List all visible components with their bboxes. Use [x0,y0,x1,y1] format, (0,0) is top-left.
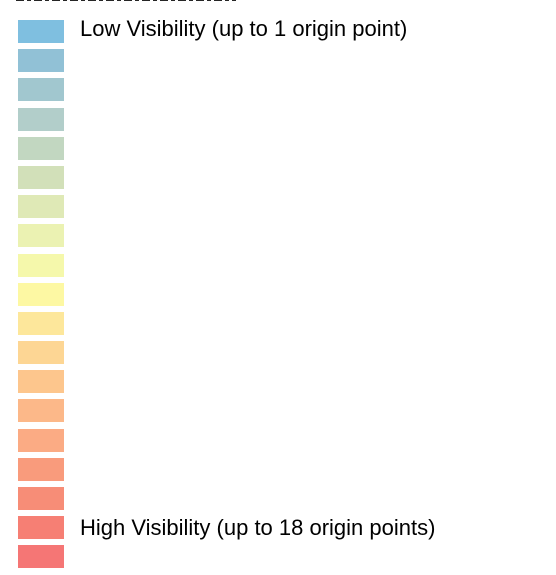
legend-swatch-16 [18,457,64,481]
cropped-title-fragment [16,0,236,4]
legend-swatch-17 [18,487,64,510]
legend-swatch-19 [18,545,64,569]
legend-swatch-15 [18,428,64,452]
legend-swatch-18 [18,516,64,540]
legend-swatch-6 [18,165,64,189]
legend-swatch-1 [18,20,64,43]
legend-swatch-2 [18,49,64,73]
legend-swatch-7 [18,195,64,219]
legend-swatch-10 [18,282,64,306]
legend-swatch-12 [18,341,64,365]
visibility-legend: Low Visibility (up to 1 origin point) Hi… [16,0,436,569]
legend-swatch-13 [18,370,64,394]
low-visibility-label: Low Visibility (up to 1 origin point) [80,16,408,41]
legend-swatch-3 [18,78,64,102]
legend-swatch-9 [18,253,64,277]
legend-swatch-4 [18,107,64,131]
high-visibility-label: High Visibility (up to 18 origin points) [80,515,436,540]
legend-swatch-14 [18,399,64,423]
legend-swatch-5 [18,136,64,160]
legend-swatch-11 [18,311,64,335]
legend-swatch-8 [18,224,64,248]
color-scale [18,20,64,575]
